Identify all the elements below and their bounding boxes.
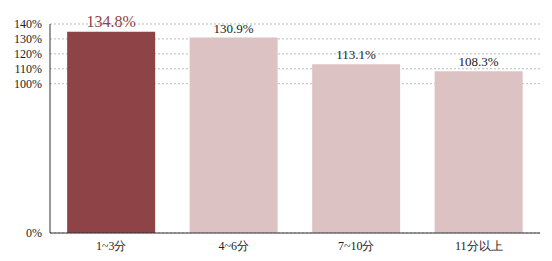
svg-text:7~10分: 7~10分: [338, 239, 375, 253]
svg-text:120%: 120%: [14, 47, 42, 61]
svg-text:0%: 0%: [26, 226, 42, 240]
svg-text:130.9%: 130.9%: [214, 21, 254, 36]
svg-text:11分以上: 11分以上: [455, 239, 503, 253]
svg-text:110%: 110%: [14, 62, 42, 76]
svg-text:130%: 130%: [14, 32, 42, 46]
svg-text:100%: 100%: [14, 77, 42, 91]
svg-text:108.3%: 108.3%: [459, 54, 499, 69]
svg-text:134.8%: 134.8%: [86, 13, 135, 30]
svg-text:140%: 140%: [14, 17, 42, 31]
svg-text:1~3分: 1~3分: [96, 239, 127, 253]
svg-text:113.1%: 113.1%: [336, 47, 376, 62]
svg-text:4~6分: 4~6分: [219, 239, 250, 253]
